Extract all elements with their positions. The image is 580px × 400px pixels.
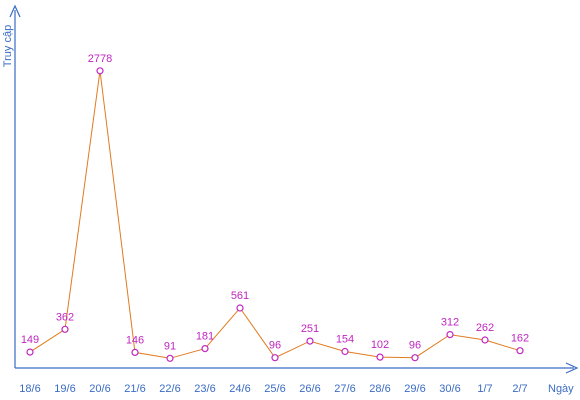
data-point-marker [271, 354, 279, 362]
x-tick-label: 27/6 [334, 383, 355, 395]
chart-axes [9, 4, 579, 374]
y-axis-title: Truy cập [2, 25, 14, 67]
x-axis-arrow [565, 362, 579, 374]
data-point-marker [201, 345, 209, 353]
data-point-marker [166, 354, 174, 362]
data-label: 102 [371, 339, 389, 351]
data-point-marker [26, 348, 34, 356]
data-label: 251 [301, 323, 319, 335]
data-label: 149 [21, 334, 39, 346]
x-tick-label: 29/6 [404, 383, 425, 395]
data-point-marker [96, 67, 104, 75]
x-tick-labels: 18/6 19/6 20/6 21/6 22/6 23/6 24/6 25/6 26/6 27/6… [19, 383, 527, 395]
data-point-marker [481, 336, 489, 344]
data-label: 362 [56, 311, 74, 323]
x-tick-label: 1/7 [477, 383, 492, 395]
data-point-marker [446, 331, 454, 339]
data-label: 91 [164, 340, 176, 352]
y-axis-arrow [9, 4, 21, 18]
data-point-marker [61, 325, 69, 333]
data-label: 96 [269, 340, 281, 352]
x-tick-label: 30/6 [439, 383, 460, 395]
data-point-marker [376, 353, 384, 361]
data-label: 154 [336, 334, 354, 346]
series-markers [26, 67, 524, 362]
data-point-marker [341, 347, 349, 356]
x-tick-label: 25/6 [264, 383, 285, 395]
x-tick-label: 24/6 [229, 383, 250, 395]
x-tick-label: 26/6 [299, 383, 320, 395]
data-label: 2778 [88, 53, 112, 65]
data-label: 162 [511, 333, 529, 345]
data-point-marker [131, 348, 139, 356]
x-tick-label: 19/6 [54, 383, 75, 395]
data-label: 312 [441, 317, 459, 329]
data-point-marker [306, 337, 314, 345]
x-axis-title: Ngày [548, 383, 574, 395]
data-point-marker [516, 347, 524, 355]
data-label: 262 [476, 322, 494, 334]
data-label: 181 [196, 331, 214, 343]
x-tick-label: 21/6 [124, 383, 145, 395]
x-tick-label: 22/6 [159, 383, 180, 395]
data-labels: 149 362 2778 146 91 181 561 96 251 154 102 96 312 262… [21, 53, 529, 352]
data-label: 96 [409, 340, 421, 352]
data-label: 146 [126, 334, 144, 346]
data-point-marker [411, 354, 419, 362]
x-tick-label: 20/6 [89, 383, 110, 395]
x-tick-label: 28/6 [369, 383, 390, 395]
series-line [29, 70, 521, 359]
data-label: 561 [231, 290, 249, 302]
x-tick-label: 23/6 [194, 383, 215, 395]
x-tick-label: 18/6 [19, 383, 40, 395]
data-point-marker [236, 304, 244, 312]
x-tick-label: 2/7 [512, 383, 527, 395]
